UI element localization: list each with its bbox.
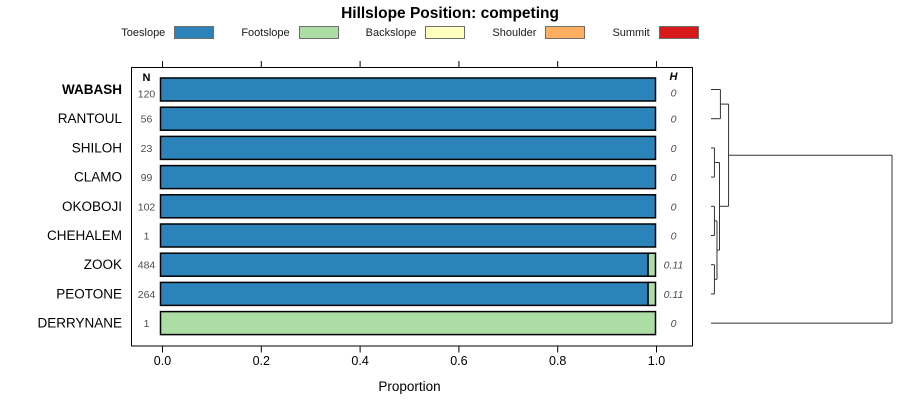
dendrogram-merge-7: [719, 103, 730, 207]
legend-color-swatch-backslope: [425, 26, 466, 39]
bar-segment-peotone-footslope: [647, 281, 657, 307]
series-label-clamo: CLAMO: [74, 170, 122, 185]
n-value: 23: [141, 143, 153, 155]
h-column-header: H: [670, 71, 679, 83]
series-label-okoboji: OKOBOJI: [62, 199, 122, 214]
series-label-shiloh: SHILOH: [72, 140, 122, 155]
legend-label: Toeslope: [121, 26, 166, 39]
h-value: 0: [671, 318, 677, 330]
series-label-derrynane: DERRYNANE: [37, 316, 122, 331]
bar-segment-wabash-toeslope: [159, 77, 657, 102]
legend-color-swatch-footslope: [298, 26, 339, 39]
x-tick-label: 0.4: [351, 354, 368, 368]
dendrogram-merge-3: [711, 205, 715, 236]
h-value: 0: [671, 201, 677, 213]
n-value: 1: [144, 318, 150, 330]
legend-label: Footslope: [241, 26, 290, 39]
legend-label: Summit: [612, 26, 650, 39]
series-label-peotone: PEOTONE: [56, 286, 122, 301]
n-value: 120: [138, 89, 156, 101]
x-tick-label: 0.8: [549, 354, 566, 368]
x-tick-label: 0.2: [253, 354, 270, 368]
n-value: 99: [141, 172, 153, 184]
h-value: 0: [671, 114, 677, 126]
bar-segment-peotone-toeslope: [159, 281, 649, 307]
x-axis-title: Proportion: [378, 379, 440, 394]
h-value: 0: [671, 143, 677, 155]
bar-segment-clamo-toeslope: [159, 164, 657, 190]
h-value: 0.11: [664, 289, 684, 301]
series-label-rantoul: RANTOUL: [58, 111, 123, 126]
legend-item-backslope: Backslope: [366, 26, 466, 39]
series-label-wabash: WABASH: [62, 82, 122, 97]
legend-item-toeslope: Toeslope: [121, 26, 215, 39]
bar-segment-derrynane-footslope: [159, 310, 657, 336]
bar-segment-shiloh-toeslope: [159, 135, 657, 161]
n-value: 264: [138, 289, 156, 301]
x-tick-label: 0.6: [450, 354, 467, 368]
n-column-header: N: [143, 72, 151, 84]
h-value: 0: [671, 172, 677, 184]
legend-color-swatch-toeslope: [174, 26, 215, 39]
n-value: 56: [141, 114, 153, 126]
n-value: 484: [138, 260, 156, 272]
bar-segment-rantoul-toeslope: [159, 106, 657, 131]
legend-label: Shoulder: [492, 26, 537, 39]
n-value: 1: [144, 231, 150, 243]
h-value: 0.11: [664, 260, 684, 272]
n-value: 102: [138, 201, 156, 213]
bar-segment-zook-footslope: [647, 252, 657, 277]
h-value: 0: [671, 88, 677, 100]
legend-color-swatch-summit: [658, 26, 699, 39]
h-value: 0: [671, 231, 677, 243]
x-tick-label: 0.0: [154, 354, 171, 368]
bar-segment-chehalem-toeslope: [159, 223, 657, 248]
legend-label: Backslope: [365, 26, 417, 39]
dendrogram-merge-2: [711, 147, 715, 178]
dendrogram-merge-4: [711, 264, 715, 295]
bar-segment-okoboji-toeslope: [159, 194, 657, 219]
legend: Toeslope Footslope Backslope Shoulder Summit: [0, 26, 820, 39]
legend-color-swatch-shoulder: [545, 26, 586, 39]
x-tick-label: 1.0: [648, 354, 665, 368]
legend-item-summit: Summit: [612, 26, 699, 39]
legend-item-footslope: Footslope: [241, 26, 339, 39]
series-label-chehalem: CHEHALEM: [47, 228, 122, 243]
dendrogram-merge-1: [711, 89, 721, 120]
chart-title: Hillslope Position: competing: [341, 5, 559, 22]
dendrogram-merge-8: [711, 154, 893, 324]
legend-item-shoulder: Shoulder: [492, 26, 586, 39]
series-label-zook: ZOOK: [84, 257, 122, 272]
bar-segment-zook-toeslope: [159, 252, 649, 277]
